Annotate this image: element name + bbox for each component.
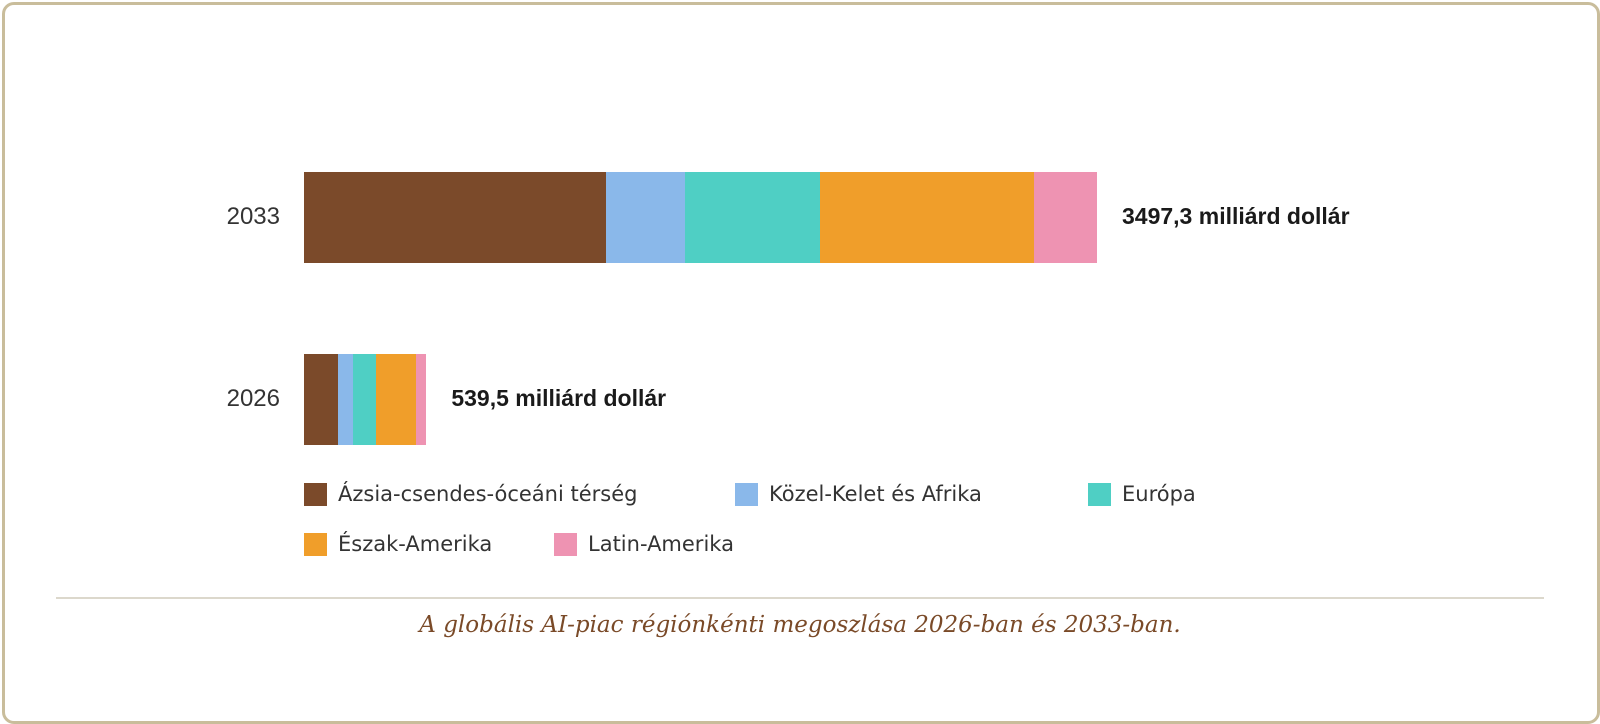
bar-segment-2026-4: [416, 354, 427, 445]
legend-item-0: Ázsia-csendes-óceáni térség: [304, 482, 637, 506]
legend-swatch: [554, 532, 577, 556]
bar-segment-2033-4: [1034, 172, 1097, 263]
year-label-2033: 2033: [226, 202, 280, 230]
legend-swatch: [1088, 482, 1111, 506]
year-label-2026: 2026: [226, 384, 280, 412]
legend-item-2: Európa: [1088, 482, 1196, 506]
bar-segment-2033-0: [304, 172, 607, 263]
legend-label: Ázsia-csendes-óceáni térség: [338, 482, 638, 506]
total-label-2033: 3497,3 milliárd dollár: [1122, 202, 1350, 229]
bar-segment-2026-2: [353, 354, 376, 445]
figure-caption: A globális AI-piac régiónkénti megoszlás…: [419, 612, 1181, 638]
bar-segment-2033-1: [606, 172, 686, 263]
bar-segment-2026-1: [337, 354, 354, 445]
caption-divider: [56, 597, 1544, 599]
legend-item-4: Latin-Amerika: [554, 532, 734, 556]
bar-segment-2026-3: [376, 354, 417, 445]
legend-swatch: [304, 532, 327, 556]
legend-item-1: Közel-Kelet és Afrika: [735, 482, 982, 506]
legend-item-3: Észak-Amerika: [304, 532, 492, 556]
legend-swatch: [304, 482, 327, 506]
legend-label: Közel-Kelet és Afrika: [769, 482, 982, 506]
total-label-2026: 539,5 milliárd dollár: [451, 384, 667, 411]
legend-label: Latin-Amerika: [588, 532, 734, 556]
bar-segment-2033-3: [820, 172, 1035, 263]
bar-segment-2033-2: [685, 172, 821, 263]
legend-swatch: [735, 482, 758, 506]
bar-segment-2026-0: [304, 354, 338, 445]
legend-label: Európa: [1122, 482, 1196, 506]
legend-label: Észak-Amerika: [338, 532, 493, 556]
